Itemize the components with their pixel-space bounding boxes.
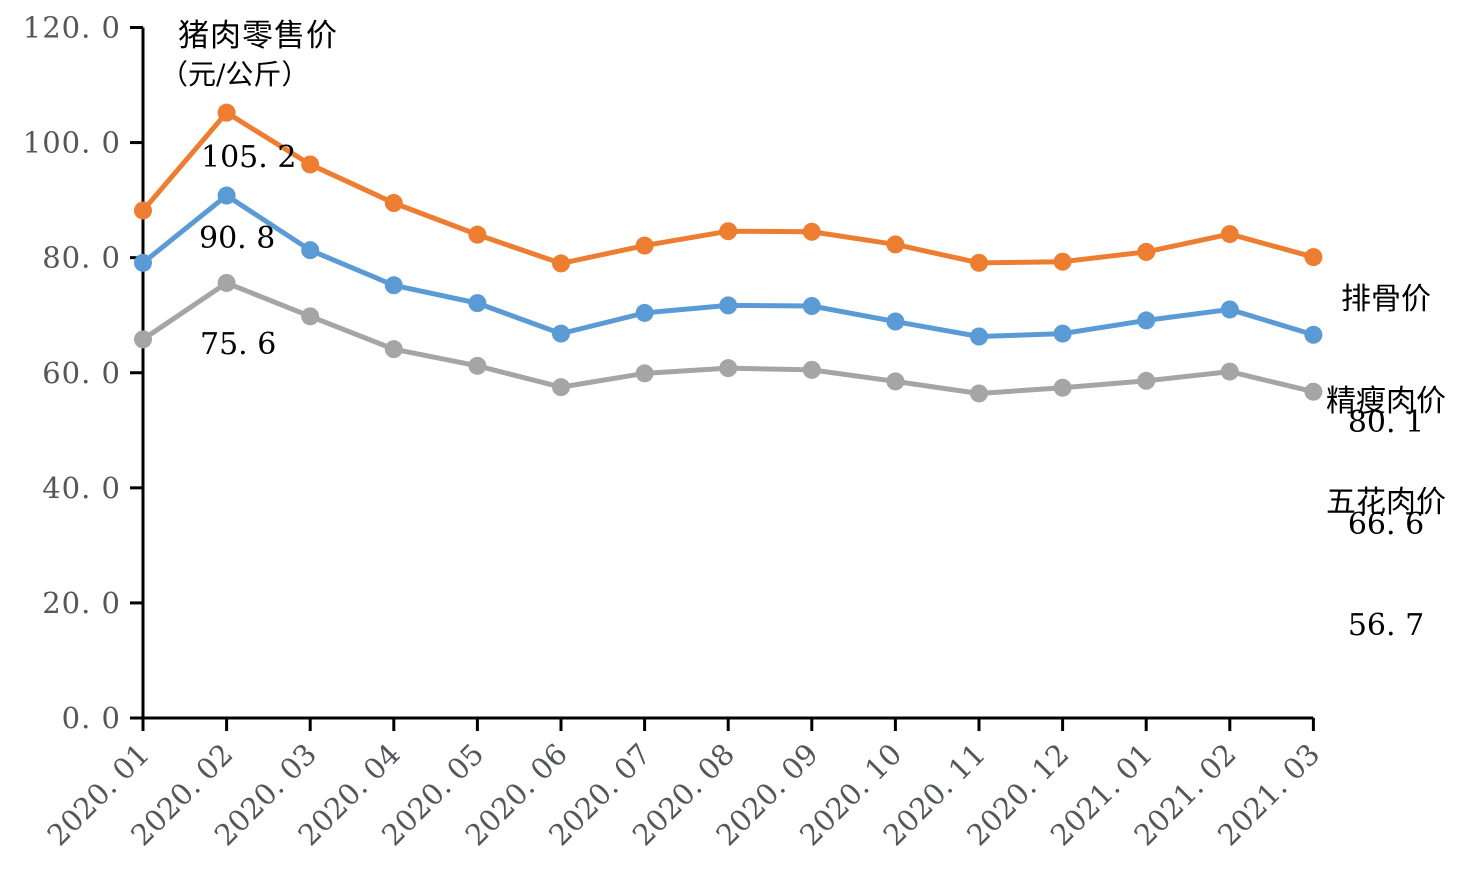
data-point-marker-s1-2020.05 bbox=[468, 294, 487, 313]
data-point-marker-s1-2020.12 bbox=[1053, 324, 1072, 343]
data-point-marker-s0-2021.01 bbox=[1137, 242, 1156, 261]
data-point-marker-s2-2020.04 bbox=[384, 340, 403, 359]
data-point-marker-s0-2020.03 bbox=[301, 155, 320, 174]
data-point-marker-s2-2020.08 bbox=[719, 359, 738, 378]
data-point-marker-s2-2020.05 bbox=[468, 356, 487, 375]
data-point-marker-s2-2020.06 bbox=[552, 378, 570, 397]
data-point-marker-s0-2020.05 bbox=[468, 225, 487, 244]
peak-data-label-wuhuarou: 75. 6 bbox=[200, 327, 277, 362]
series-end-label-paigu: 排骨价 80. 1 bbox=[1316, 197, 1456, 525]
peak-data-label-jingshourou: 90. 8 bbox=[199, 221, 276, 256]
data-point-marker-s0-2021.02 bbox=[1220, 225, 1239, 244]
data-point-marker-s2-2020.03 bbox=[301, 307, 320, 326]
data-point-marker-s0-2020.07 bbox=[635, 236, 654, 255]
data-point-marker-s2-2020.07 bbox=[635, 364, 654, 383]
series-end-label-jingshourou: 精瘦肉价 66. 6 bbox=[1316, 299, 1456, 627]
data-point-marker-s1-2020.11 bbox=[970, 327, 988, 346]
data-point-marker-s2-2020.12 bbox=[1053, 378, 1072, 397]
y-axis-tick-label: 80. 0 bbox=[42, 241, 121, 275]
y-axis-tick-label: 40. 0 bbox=[42, 471, 121, 505]
data-point-marker-s1-2020.06 bbox=[552, 324, 570, 343]
series-end-value-wuhuarou: 56. 7 bbox=[1347, 608, 1425, 643]
data-point-marker-s2-2021.01 bbox=[1137, 371, 1156, 390]
data-point-marker-s1-2020.10 bbox=[886, 312, 905, 331]
data-point-marker-s2-2021.02 bbox=[1220, 362, 1239, 381]
y-axis-tick-label: 0. 0 bbox=[62, 701, 121, 735]
y-axis-tick-label: 100. 0 bbox=[23, 126, 121, 160]
data-point-marker-s0-2020.06 bbox=[552, 254, 570, 273]
y-axis-tick-label: 20. 0 bbox=[42, 586, 121, 620]
y-axis-tick-label: 60. 0 bbox=[42, 356, 121, 390]
data-point-marker-s1-2020.07 bbox=[635, 303, 654, 322]
data-point-marker-s0-2020.11 bbox=[970, 253, 988, 272]
series-end-value-paigu: 80. 1 bbox=[1347, 405, 1425, 440]
data-point-marker-s1-2020.09 bbox=[802, 297, 821, 316]
data-point-marker-s2-2020.11 bbox=[970, 384, 988, 403]
data-point-marker-s0-2021.03 bbox=[1304, 248, 1323, 267]
series-name-wuhuarou: 五花肉价 bbox=[1326, 485, 1446, 520]
data-point-marker-s2-2021.03 bbox=[1304, 382, 1323, 401]
data-point-marker-s0-2020.02 bbox=[217, 103, 236, 122]
data-point-marker-s1-2020.08 bbox=[719, 296, 738, 315]
data-point-marker-s0-2020.10 bbox=[886, 235, 905, 254]
series-line-0 bbox=[140, 110, 1316, 266]
data-point-marker-s1-2021.02 bbox=[1220, 300, 1239, 319]
y-axis-tick-label: 120. 0 bbox=[23, 11, 121, 45]
data-point-marker-s2-2020.01 bbox=[134, 330, 152, 349]
data-point-marker-s0-2020.09 bbox=[802, 222, 821, 241]
data-point-marker-s0-2020.08 bbox=[719, 222, 738, 241]
data-point-marker-s1-2020.03 bbox=[301, 241, 320, 260]
data-point-marker-s0-2020.04 bbox=[384, 194, 403, 213]
chart-title-line2: （元/公斤） bbox=[160, 58, 310, 91]
peak-data-label-paigu: 105. 2 bbox=[201, 140, 297, 175]
data-point-marker-s1-2020.02 bbox=[217, 186, 236, 205]
series-name-paigu: 排骨价 bbox=[1341, 282, 1431, 317]
data-point-marker-s1-2020.04 bbox=[384, 276, 403, 295]
series-end-label-wuhuarou: 五花肉价 56. 7 bbox=[1316, 400, 1456, 728]
data-point-marker-s2-2020.09 bbox=[802, 360, 821, 379]
data-point-marker-s0-2020.01 bbox=[134, 201, 152, 220]
data-point-marker-s2-2020.10 bbox=[886, 372, 905, 391]
data-point-marker-s2-2020.02 bbox=[217, 273, 236, 292]
series-name-jingshourou: 精瘦肉价 bbox=[1326, 384, 1446, 419]
data-point-marker-s0-2020.12 bbox=[1053, 252, 1072, 271]
chart-title-line1: 猪肉零售价 bbox=[178, 18, 338, 54]
data-point-marker-s1-2021.03 bbox=[1304, 325, 1323, 344]
data-point-marker-s1-2020.01 bbox=[134, 253, 152, 272]
series-end-value-jingshourou: 66. 6 bbox=[1347, 507, 1425, 542]
data-point-marker-s1-2021.01 bbox=[1137, 311, 1156, 330]
